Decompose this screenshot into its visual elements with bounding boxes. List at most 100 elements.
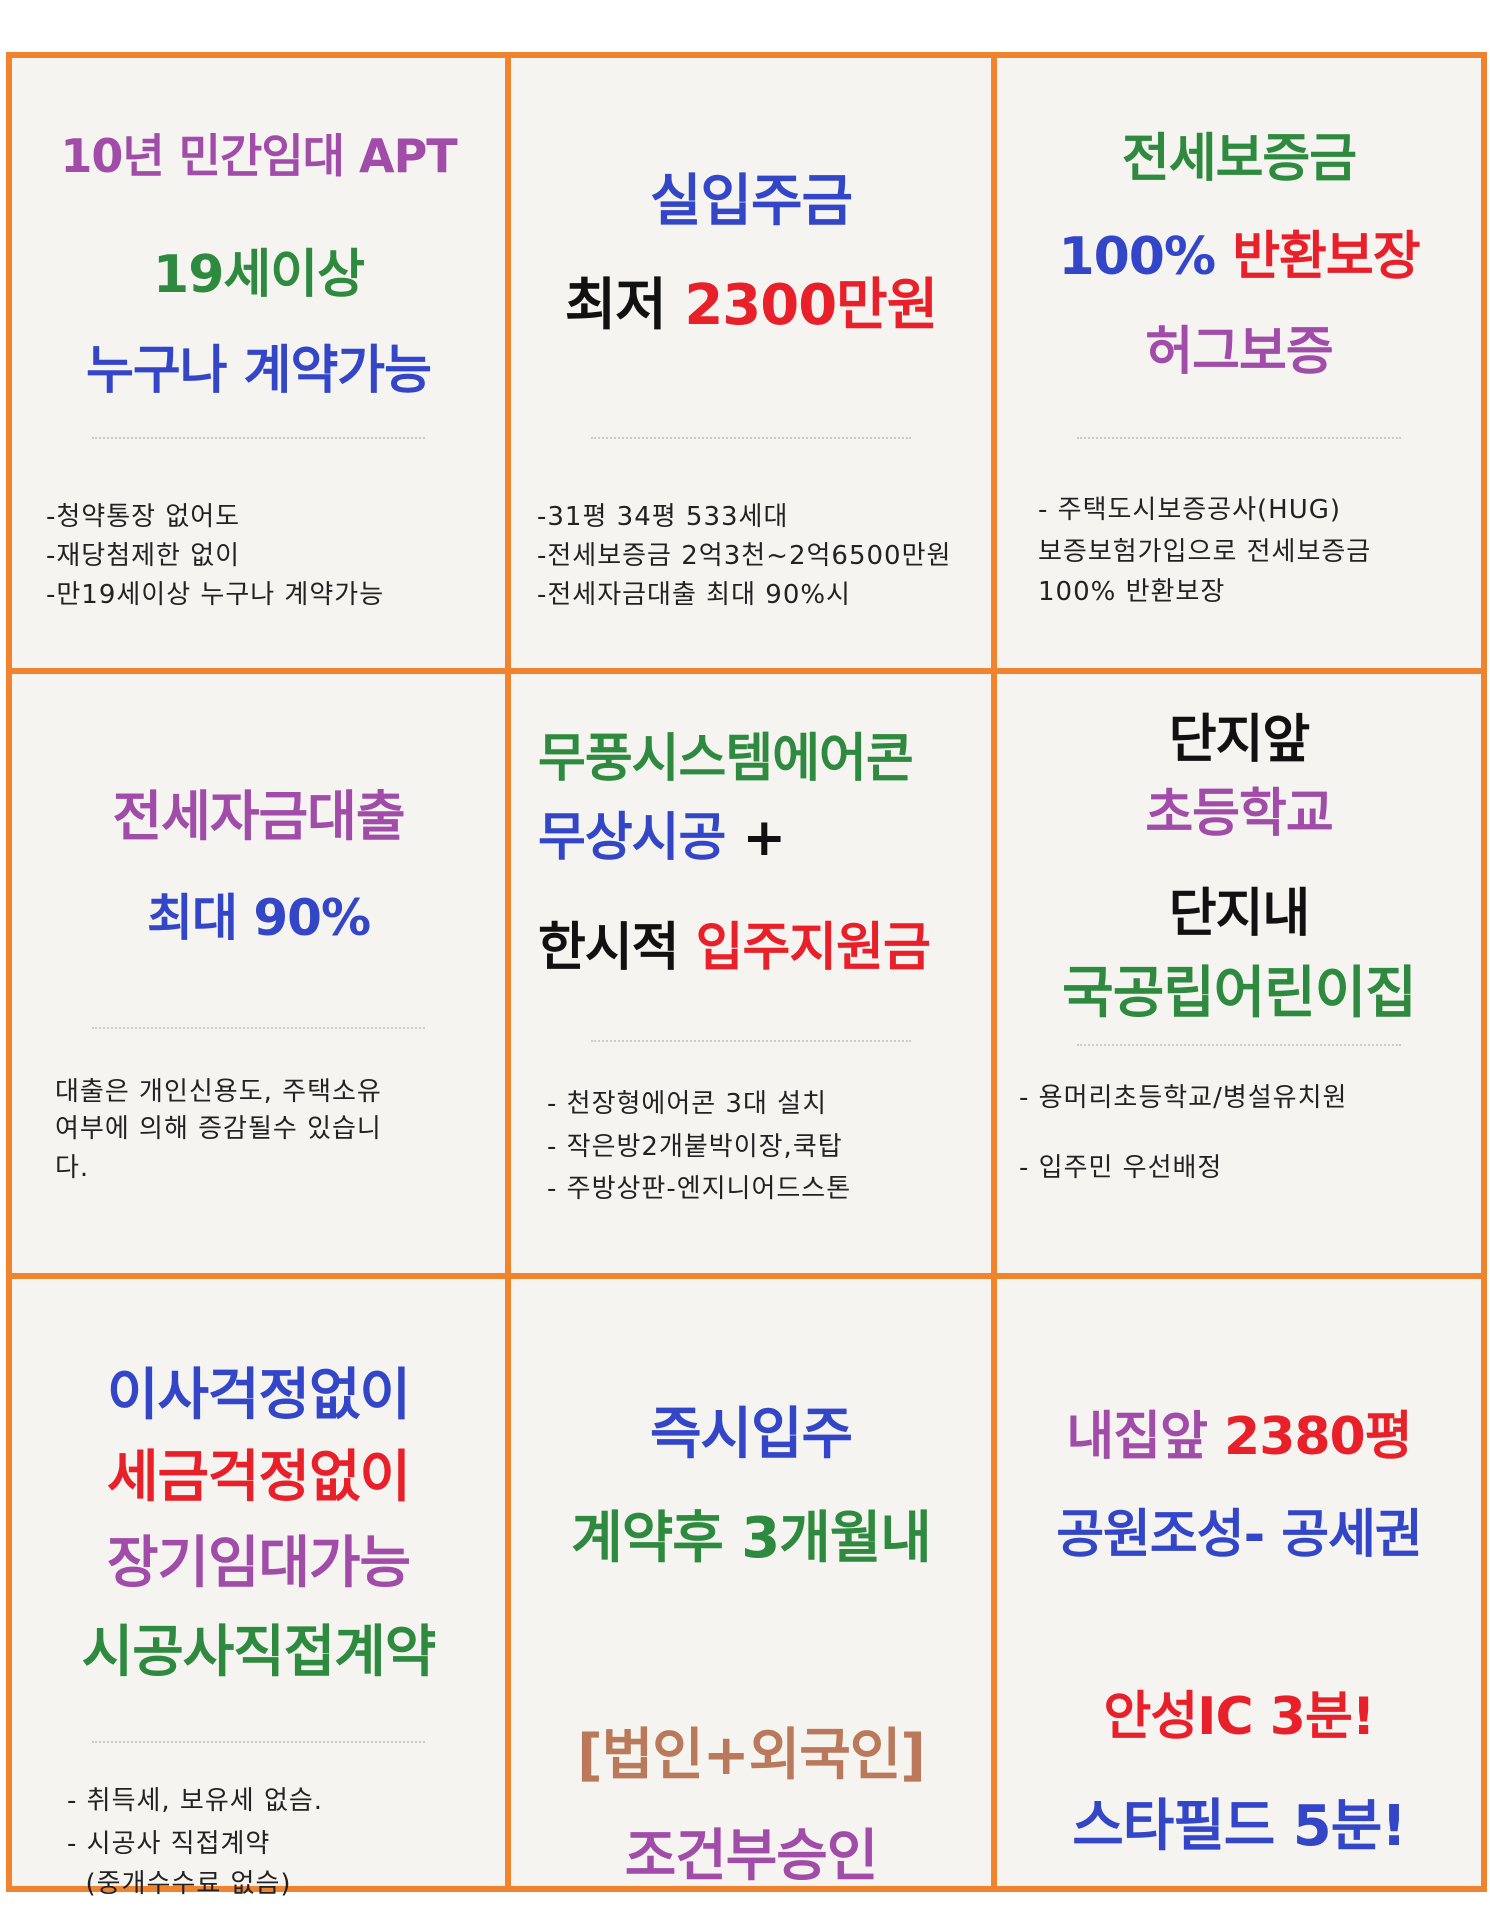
card-headline: 내집앞 2380평 [997,1406,1481,1468]
card-headline: 전세보증금 [997,128,1481,190]
dotted-divider [1077,1044,1401,1046]
card-note: - 주택도시보증공사(HUG) [1038,495,1342,525]
dotted-divider [92,437,425,439]
card-headline: 세금걱정없이 [12,1444,505,1511]
card-headline: [법인+외국인] [511,1722,991,1789]
card-headline: 스타필드 5분! [997,1793,1481,1860]
card-headline: 조건부승인 [511,1823,991,1890]
card-headline: 계약후 3개월내 [511,1505,991,1572]
headline-text: 2300만원 [684,273,938,339]
card-note: 보증보험가입으로 전세보증금 [1038,537,1372,567]
card-note: -전세자금대출 최대 90%시 [537,580,851,610]
headline-text: 공원조성- 공세권 [1056,1504,1423,1565]
card-headline: 100% 반환보장 [997,226,1481,288]
headline-text: 누구나 계약가능 [86,340,432,401]
card-headline: 장기임대가능 [12,1530,505,1597]
card-headline: 즉시입주 [511,1401,991,1468]
headline-text: 무풍시스템에어콘 [538,728,914,789]
headline-text: [법인+외국인] [577,1723,926,1789]
card-note: -31평 34평 533세대 [537,502,789,532]
card-headline: 한시적 입주지원금 [511,917,991,979]
card-headline: 시공사직접계약 [12,1619,505,1686]
card-headline: 무상시공 + [511,807,991,869]
card-note: - 입주민 우선배정 [1019,1153,1223,1183]
card-headline: 공원조성- 공세권 [997,1504,1481,1566]
headline-text: 스타필드 5분! [1072,1794,1407,1860]
dotted-divider [92,1027,425,1029]
card-note: 여부에 의해 증감될수 있습니 [55,1114,382,1144]
card-note: -재당첨제한 없이 [46,541,241,571]
headline-text: 한시적 [538,917,696,978]
card-headline: 실입주금 [511,168,991,235]
headline-text: 조건부승인 [624,1824,879,1890]
headline-text: 내집앞 [1066,1406,1225,1467]
card-note: 100% 반환보장 [1038,577,1226,607]
card-note: - 작은방2개붙박이장,쿡탑 [547,1132,843,1162]
headline-text: 실입주금 [649,169,853,235]
card-note: - 천장형에어콘 3대 설치 [547,1089,827,1119]
headline-text: 입주지원금 [695,917,931,978]
card-headline: 최저 2300만원 [511,272,991,339]
card-headline: 이사걱정없이 [12,1362,505,1429]
headline-text: 안성IC 3분! [1103,1686,1375,1747]
headline-text: 최대 90% [146,889,371,947]
headline-text: 무상시공 [538,807,726,868]
card-headline: 누구나 계약가능 [12,340,505,402]
card-headline: 안성IC 3분! [997,1686,1481,1748]
card-headline: 19세이상 [12,244,505,306]
card-note: -청약통장 없어도 [46,502,241,532]
card-headline: 초등학교 [997,783,1481,845]
headline-text: 반환보장 [1232,226,1420,287]
headline-text: 이사걱정없이 [106,1363,411,1429]
headline-text: 세금걱정없이 [106,1445,411,1511]
dotted-divider [92,1741,425,1743]
headline-text: 2380평 [1224,1406,1413,1467]
headline-text: 국공립어린이집 [1062,961,1417,1027]
card-headline: 전세자금대출 [12,785,505,850]
headline-text: 19세이상 [153,244,365,305]
card-headline: 최대 90% [12,888,505,948]
headline-text: 계약후 3개월내 [571,1506,932,1572]
info-card: 전세보증금 100% 반환보장 허그보증 - 주택도시보증공사(HUG) 보증보험가입으… [991,52,1487,674]
headline-text: + [725,807,786,868]
dotted-divider [1077,437,1401,439]
headline-text: 최저 [564,273,685,339]
card-note: -만19세이상 누구나 계약가능 [46,580,385,610]
card-note: (중개수수료 없슴) [67,1869,292,1899]
headline-text: 10년 민간임대 APT [60,129,457,184]
card-note: - 주방상판-엔지니어드스톤 [547,1174,852,1204]
card-note: 다. [55,1153,90,1183]
card-note: -전세보증금 2억3천~2억6500만원 [537,541,952,571]
headline-text: 단지앞 [1168,709,1311,770]
card-headline: 단지앞 [997,709,1481,771]
card-headline: 허그보증 [997,321,1481,383]
card-note: - 취득세, 보유세 없슴. [67,1786,324,1816]
dotted-divider [591,437,911,439]
headline-text: 전세보증금 [1121,128,1357,189]
card-note: 대출은 개인신용도, 주택소유 [55,1077,382,1107]
headline-text: 장기임대가능 [106,1531,411,1597]
headline-text: 100% [1058,226,1233,287]
dotted-divider [591,1040,911,1042]
card-note: - 용머리초등학교/병설유치원 [1019,1083,1348,1113]
headline-text: 즉시입주 [649,1402,853,1468]
card-headline: 무풍시스템에어콘 [511,728,991,790]
card-headline: 10년 민간임대 APT [12,129,505,184]
headline-text: 허그보증 [1145,321,1333,382]
card-headline: 단지내 [997,883,1481,945]
headline-text: 초등학교 [1145,783,1333,844]
card-headline: 국공립어린이집 [997,960,1481,1027]
headline-text: 전세자금대출 [112,784,405,848]
card-note: - 시공사 직접계약 [67,1829,271,1859]
headline-text: 시공사직접계약 [81,1620,437,1686]
headline-text: 단지내 [1168,883,1311,944]
